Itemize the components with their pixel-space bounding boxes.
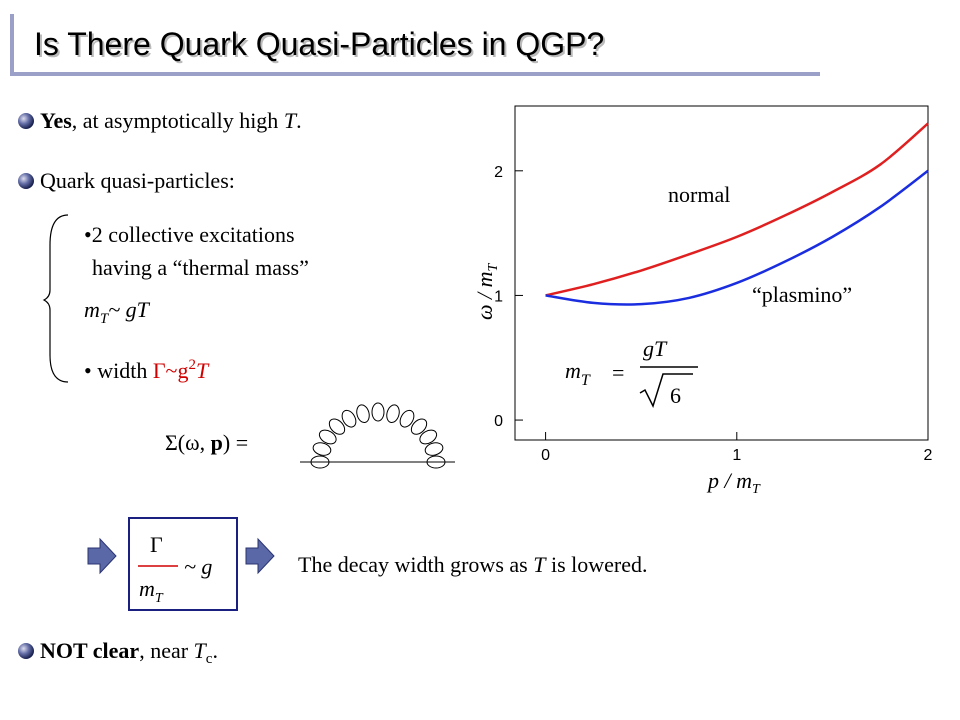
conclusion: The decay width grows as T is lowered. xyxy=(298,552,648,577)
ratio-num: Γ xyxy=(150,532,163,557)
self-energy: Σ(ω, p) = xyxy=(165,430,248,455)
gluon-loop xyxy=(310,402,446,469)
bullet: Quark quasi-particles: xyxy=(40,168,235,193)
y-tick-label: 1 xyxy=(494,288,503,305)
brace xyxy=(42,214,69,383)
bullet: NOT clear, near Tc. xyxy=(40,638,218,667)
ratio-rel: ~ g xyxy=(184,554,212,579)
gluon-curl xyxy=(318,429,337,445)
x-tick-label: 0 xyxy=(541,447,550,464)
bullet-icon xyxy=(18,643,34,659)
plot-frame xyxy=(514,105,929,441)
y-tick-label: 2 xyxy=(494,164,503,181)
title-shadow: Is There Quark Quasi-Particles in QGP? xyxy=(36,28,606,64)
gluon-curl xyxy=(426,455,446,469)
series-label: normal xyxy=(668,182,730,207)
gluon-curl xyxy=(419,429,438,445)
y-tick-label: 0 xyxy=(494,413,503,430)
ratio-den: mT xyxy=(139,576,164,606)
gluon-curl xyxy=(310,455,330,469)
gluon-curl xyxy=(399,409,415,428)
gluon-curl xyxy=(424,442,444,456)
bullet-icon xyxy=(18,173,34,189)
ratio-box xyxy=(128,517,238,611)
sqrt xyxy=(639,373,693,408)
gluon-curl xyxy=(386,404,400,424)
series-label: “plasmino” xyxy=(752,282,852,307)
bullet-icon xyxy=(18,113,34,129)
formula: = xyxy=(612,360,624,385)
sub-item: having a “thermal mass” xyxy=(92,255,309,280)
gluon-curl xyxy=(356,404,370,424)
sub-item: •2 collective excitations xyxy=(84,222,295,247)
bullet: Yes, at asymptotically high T. xyxy=(40,108,302,133)
formula: 6 xyxy=(670,383,681,408)
gluon-curl xyxy=(410,418,428,435)
series-line xyxy=(545,169,929,306)
y-label: ω / mT xyxy=(472,262,501,320)
series-line xyxy=(545,122,929,297)
chart: p / mT ω / mT mT = gT 6 0 1 2 0 1 2 normal “pla… xyxy=(472,105,933,497)
x-tick-label: 1 xyxy=(732,447,741,464)
title: Is There Quark Quasi-Particles in QGP? xyxy=(34,26,604,62)
x-tick-label: 2 xyxy=(924,447,933,464)
gluon-curl xyxy=(371,402,385,422)
gluon-curl xyxy=(341,409,357,428)
arrow xyxy=(245,537,275,575)
title-rule xyxy=(10,72,820,76)
x-label: p / mT xyxy=(706,468,761,497)
formula: gT xyxy=(643,336,668,361)
formula: mT xyxy=(565,358,591,389)
title-bar xyxy=(10,14,14,76)
sub-item: mT~ gT xyxy=(84,297,151,327)
sub-item: • width Γ~g2T xyxy=(84,357,210,383)
arrow xyxy=(87,537,117,575)
gluon-curl xyxy=(328,418,346,435)
gluon-curl xyxy=(312,442,332,456)
